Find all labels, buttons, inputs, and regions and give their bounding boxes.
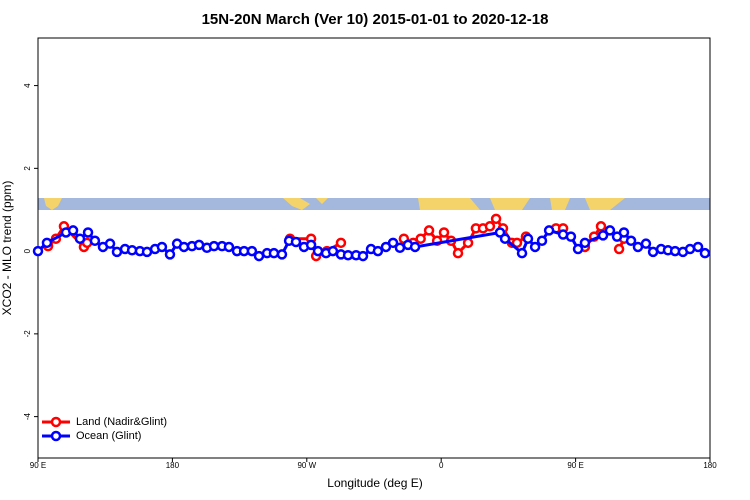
point [516,247,528,259]
y-axis-label: XCO2 - MLO trend (ppm) [0,181,14,316]
legend-label: Land (Nadir&Glint) [76,416,167,428]
point [595,221,607,232]
legend-label: Ocean (Glint) [76,430,141,442]
point [462,237,474,249]
point [423,225,435,236]
point [357,250,369,262]
point [178,241,190,253]
point [67,225,79,236]
point [41,237,53,249]
point [74,233,86,244]
point [335,237,347,249]
point [409,241,421,253]
chart-title: 15N-20N March (Ver 10) 2015-01-01 to 202… [202,11,549,28]
point [452,247,464,259]
point [565,231,577,242]
point [522,233,534,244]
x-tick-label: 180 [166,461,180,470]
x-tick-label: 90 W [297,461,316,470]
point [89,235,101,247]
point [246,245,258,257]
y-tick-label: -2 [23,330,32,338]
point [32,245,44,257]
point [164,249,176,260]
point [632,241,644,253]
point [490,213,502,225]
point [529,241,541,253]
x-tick-label: 0 [439,461,444,470]
point [327,245,339,257]
legend-marker [50,416,62,428]
point [692,241,704,253]
point [684,243,696,255]
point [572,243,584,255]
y-tick-label: -4 [23,413,32,421]
point [640,238,652,249]
point [597,230,609,241]
land-mask-strip [38,198,710,210]
point [276,249,288,260]
legend-marker [50,430,62,442]
point [579,237,591,249]
point [699,247,711,259]
point [613,243,625,255]
point [625,235,637,247]
point [290,236,302,248]
point [536,235,548,247]
point [268,247,280,259]
point [312,245,324,257]
y-tick-label: 0 [23,248,32,253]
point [156,241,168,253]
point [415,233,426,244]
x-tick-label: 180 [703,461,717,470]
point [438,227,450,238]
point [499,233,511,244]
point [484,221,496,232]
y-tick-label: 4 [23,83,32,88]
point [372,245,384,257]
point [618,227,630,238]
point [305,239,317,251]
y-tick-label: 2 [23,166,32,171]
land-mask [44,198,625,210]
point [82,227,94,238]
point [223,241,235,253]
point [104,238,116,249]
point [511,237,523,249]
point [543,225,555,236]
x-tick-label: 90 E [567,461,583,470]
x-axis-label: Longitude (deg E) [327,476,422,490]
x-tick-label: 90 E [30,461,46,470]
point [387,237,399,249]
point [604,225,616,236]
